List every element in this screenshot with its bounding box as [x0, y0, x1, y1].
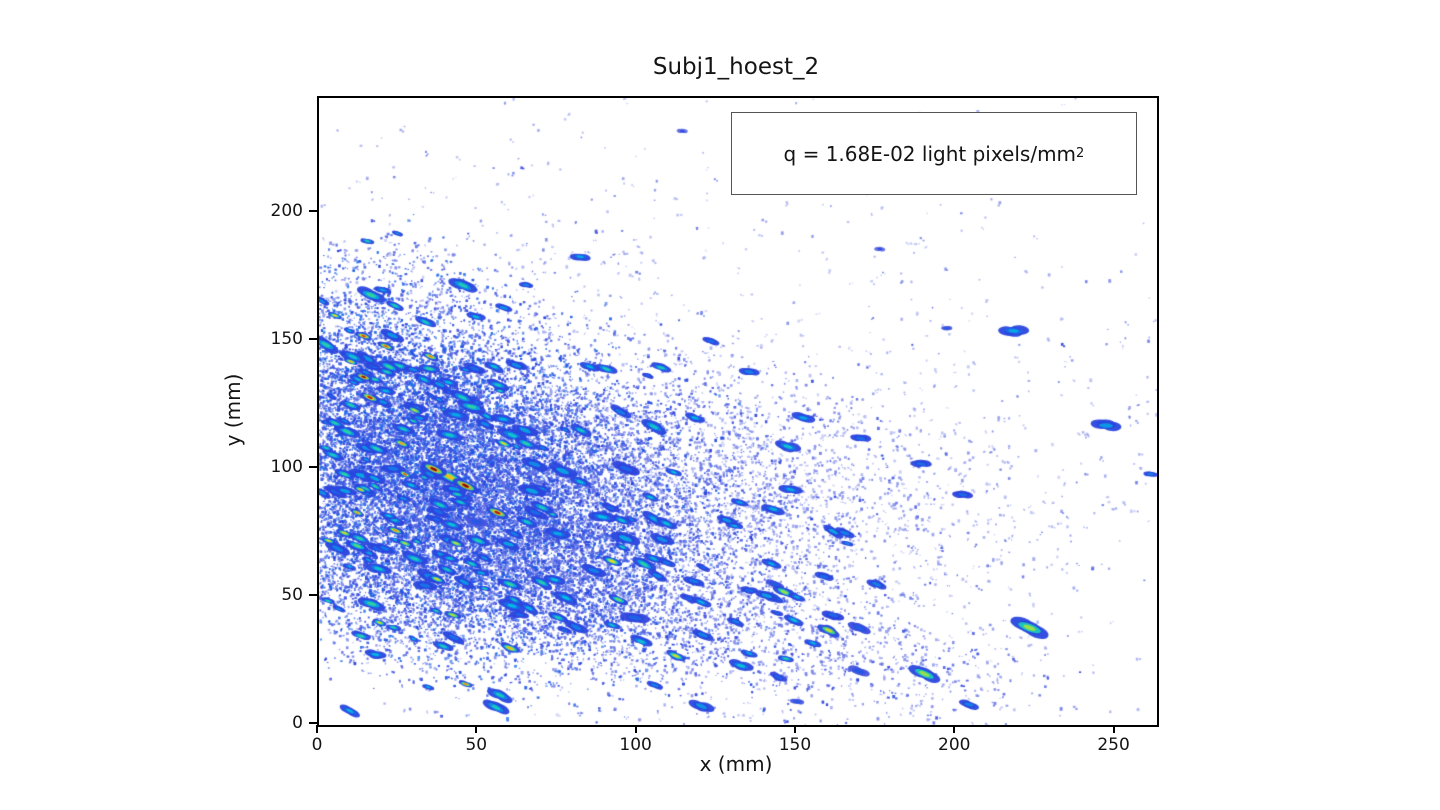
y-tick — [309, 210, 317, 213]
x-tick-label: 250 — [1097, 735, 1130, 755]
y-tick — [309, 338, 317, 341]
y-tick-label: 100 — [270, 457, 303, 478]
x-tick — [953, 725, 956, 733]
y-tick-label: 150 — [270, 329, 303, 350]
x-tick-label: 100 — [619, 735, 652, 755]
y-tick-label: 200 — [270, 201, 303, 222]
x-tick — [475, 725, 478, 733]
x-axis-label: x (mm) — [699, 752, 773, 776]
x-tick — [316, 725, 318, 733]
y-axis-label: y (mm) — [221, 373, 245, 447]
annotation-box: q = 1.68E-02 light pixels/mm 2 — [730, 112, 1137, 196]
annotation-text: q = 1.68E-02 light pixels/mm — [783, 141, 1077, 166]
x-tick — [793, 725, 796, 733]
x-tick-label: 50 — [465, 735, 488, 755]
y-tick-label: 50 — [281, 585, 303, 606]
y-tick — [309, 594, 317, 597]
x-tick-label: 150 — [778, 735, 812, 755]
y-tick — [309, 466, 317, 469]
annotation-superscript: 2 — [1076, 146, 1085, 162]
x-tick — [1112, 725, 1115, 733]
x-tick-label: 200 — [938, 735, 971, 755]
plot-area — [317, 96, 1159, 727]
y-tick-label: 0 — [292, 713, 303, 733]
figure-title: Subj1_hoest_2 — [652, 54, 820, 80]
density-heatmap-canvas — [319, 98, 1157, 725]
x-tick-label: 0 — [311, 735, 323, 755]
y-tick — [309, 722, 317, 724]
x-tick — [634, 725, 637, 733]
